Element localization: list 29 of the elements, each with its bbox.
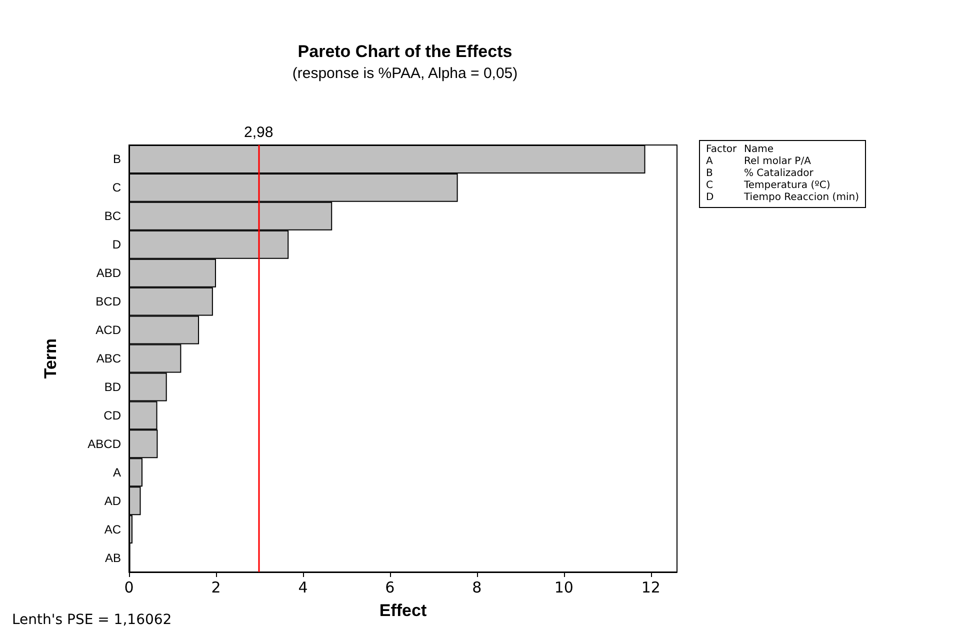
x-tick-label: 4: [298, 578, 308, 596]
y-tick-label: C: [112, 180, 122, 195]
y-tick-label: BD: [104, 380, 122, 394]
y-tick-label: BC: [104, 209, 122, 224]
y-tick-label: A: [112, 465, 121, 480]
y-tick-label: BCD: [96, 294, 122, 309]
y-tick-label: ACD: [96, 323, 122, 338]
ref-line-label: 2,98: [244, 124, 274, 141]
x-tick-label: 6: [385, 578, 395, 596]
y-tick-label: AB: [104, 550, 121, 565]
y-tick-label: CD: [104, 408, 122, 422]
x-tick-label: 10: [554, 578, 574, 596]
y-tick-label: ABD: [96, 266, 122, 280]
y-tick-label: B: [112, 152, 121, 166]
y-axis-title: Term: [41, 338, 60, 379]
y-tick-label: ABCD: [88, 436, 122, 451]
y-tick-label: ABC: [96, 352, 122, 366]
x-tick-label: 12: [641, 578, 660, 596]
x-tick-label: 8: [472, 578, 482, 596]
factor-table: Factor Name A Rel molar P/A B % Catalizador C Temperatura (ºC) D Tiempo Reaccion (min): [699, 140, 866, 208]
x-tick-label: 2: [211, 578, 221, 596]
y-tick-label: AD: [104, 494, 122, 508]
chart-title: Pareto Chart of the Effects: [298, 42, 512, 61]
chart-subtitle: (response is %PAA, Alpha = 0,05): [292, 65, 518, 82]
y-tick-label: AC: [104, 522, 122, 536]
x-axis-title: Effect: [379, 601, 427, 620]
text: Lenth's PSE = 1,16062: [12, 612, 172, 628]
y-tick-label: D: [112, 238, 122, 252]
x-tick-label: 0: [124, 578, 134, 596]
